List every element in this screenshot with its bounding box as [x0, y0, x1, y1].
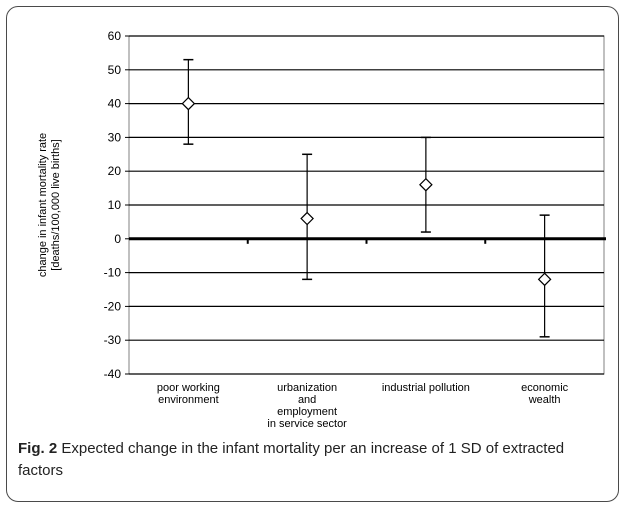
y-tick-label: -40 — [104, 367, 122, 381]
x-category-label: employment — [277, 406, 337, 418]
caption-text: Expected change in the infant mortality … — [18, 440, 565, 479]
y-tick-label: 40 — [108, 97, 122, 111]
caption-label: Fig. 2 — [18, 440, 58, 457]
y-tick-label: 60 — [108, 29, 122, 43]
figure-caption: Fig. 2 Expected change in the infant mor… — [18, 438, 608, 482]
x-category-label: in service sector — [267, 418, 347, 430]
x-category-label: urbanization — [277, 382, 337, 394]
y-tick-label: 0 — [114, 232, 121, 246]
y-tick-label: -20 — [104, 299, 122, 313]
y-tick-label: 20 — [108, 164, 122, 178]
y-tick-label: -30 — [104, 333, 122, 347]
y-tick-label: 50 — [108, 63, 122, 77]
x-category-label: environment — [158, 394, 219, 406]
figure-frame — [6, 6, 619, 502]
x-category-label: wealth — [528, 394, 561, 406]
y-tick-label: -10 — [104, 266, 122, 280]
x-category-label: economic — [521, 382, 569, 394]
x-category-label: poor working — [157, 382, 220, 394]
y-axis-label: [deaths/100,000 live births] — [50, 139, 62, 270]
data-point-marker — [300, 211, 314, 226]
x-category-label: industrial pollution — [382, 382, 470, 394]
data-point-marker — [537, 272, 552, 287]
data-point-marker — [181, 96, 196, 111]
data-point-marker — [419, 177, 433, 192]
y-tick-label: 10 — [108, 198, 122, 212]
x-category-label: and — [298, 394, 316, 406]
y-axis-label: change in infant mortality rate — [37, 133, 49, 277]
y-tick-label: 30 — [108, 130, 122, 144]
